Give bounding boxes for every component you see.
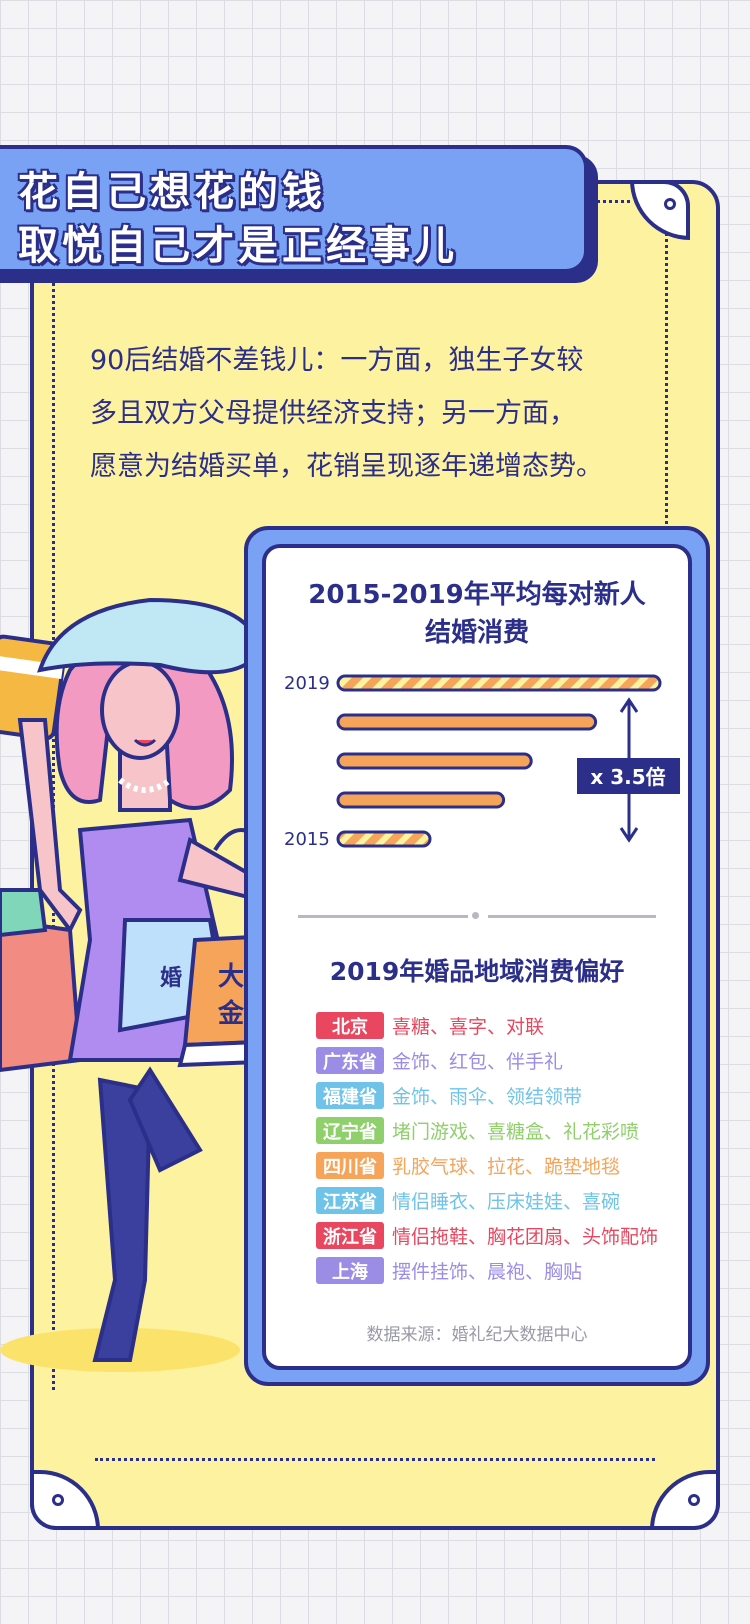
region-prefs: 情侣睡衣、压床娃娃、喜碗	[392, 1191, 621, 1213]
divider-left	[298, 915, 468, 918]
divider-dot	[472, 912, 479, 919]
intro-paragraph: 90后结婚不差钱儿：一方面，独生子女较 多且双方父母提供经济支持；另一方面， 愿…	[90, 334, 650, 493]
chart-title-line1: 2015-2019年平均每对新人	[308, 580, 646, 610]
region-prefs: 喜糖、喜字、对联	[392, 1016, 545, 1038]
corner-bottom-left	[30, 1470, 100, 1530]
corner-dot-icon	[52, 1494, 64, 1506]
region-row: 上海 摆件挂饰、晨袍、胸贴	[316, 1253, 696, 1288]
region-prefs: 情侣拖鞋、胸花团扇、头饰配饰	[392, 1226, 659, 1248]
region-row: 江苏省 情侣睡衣、压床娃娃、喜碗	[316, 1183, 696, 1218]
region-preference-list: 北京 喜糖、喜字、对联 广东省 金饰、红包、伴手礼 福建省 金饰、雨伞、领结领带 辽宁省 堵门…	[316, 1008, 696, 1288]
sun-hat	[37, 597, 263, 675]
category-label-bottom: 2015	[284, 829, 330, 850]
shopping-bag-green	[0, 888, 48, 938]
intro-line: 愿意为结婚买单，花销呈现逐年递增态势。	[90, 451, 603, 482]
bar-row-2	[336, 752, 533, 770]
multiplier-badge	[577, 758, 680, 794]
region-tag: 浙江省	[316, 1222, 384, 1249]
shopper-illustration: 婚 大金 金饰	[0, 597, 375, 1372]
blue-bag-text: 婚	[160, 965, 182, 991]
region-prefs: 堵门游戏、喜糖盒、礼花彩喷	[392, 1121, 640, 1143]
region-row: 福建省 金饰、雨伞、领结领带	[316, 1078, 696, 1113]
region-tag: 四川省	[316, 1152, 384, 1179]
regions-title: 2019年婚品地域消费偏好	[329, 957, 625, 986]
region-prefs: 金饰、红包、伴手礼	[392, 1051, 564, 1073]
shopping-bag-red	[0, 917, 83, 1073]
region-prefs: 金饰、雨伞、领结领带	[392, 1086, 583, 1108]
dotted-border-top	[590, 200, 630, 203]
region-row: 北京 喜糖、喜字、对联	[316, 1008, 696, 1043]
title-banner: 花自己想花的钱 取悦自己才是正经事儿	[0, 145, 588, 273]
region-tag: 江苏省	[316, 1187, 384, 1214]
data-source: 数据来源：婚礼纪大数据中心	[366, 1325, 588, 1345]
corner-dot-icon	[664, 198, 676, 210]
region-tag: 北京	[316, 1012, 384, 1039]
arrow-down-icon	[619, 827, 639, 843]
dotted-border-right	[665, 232, 668, 532]
region-tag: 上海	[316, 1257, 384, 1284]
region-prefs: 摆件挂饰、晨袍、胸贴	[392, 1261, 583, 1283]
multiplier-label: x 3.5倍	[590, 765, 665, 789]
chart-title-line2: 结婚消费	[424, 618, 529, 648]
leg-right	[127, 1066, 203, 1173]
bar-2019	[336, 674, 662, 692]
bar-row-1	[336, 713, 598, 731]
intro-line: 多且双方父母提供经济支持；另一方面，	[90, 398, 576, 429]
spending-bar-chart: 2019 2015 x 3.5倍	[284, 673, 680, 850]
region-row: 浙江省 情侣拖鞋、胸花团扇、头饰配饰	[316, 1218, 696, 1253]
arm-left	[17, 718, 83, 934]
region-prefs: 乳胶气球、拉花、跪垫地毯	[392, 1156, 621, 1178]
region-row: 辽宁省 堵门游戏、喜糖盒、礼花彩喷	[316, 1113, 696, 1148]
region-tag: 福建省	[316, 1082, 384, 1109]
arrow-up-icon	[619, 697, 639, 713]
bar-row-3	[336, 791, 506, 809]
banner-title-line1: 花自己想花的钱	[18, 169, 326, 215]
pearl-necklace	[118, 777, 172, 793]
region-row: 广东省 金饰、红包、伴手礼	[316, 1043, 696, 1078]
corner-dot-icon	[688, 1494, 700, 1506]
region-row: 四川省 乳胶气球、拉花、跪垫地毯	[316, 1148, 696, 1183]
divider-right	[488, 915, 656, 918]
region-tag: 广东省	[316, 1047, 384, 1074]
category-label-top: 2019	[284, 673, 330, 694]
region-tag: 辽宁省	[316, 1117, 384, 1144]
intro-line: 90后结婚不差钱儿：一方面，独生子女较	[90, 345, 584, 376]
dotted-border-bottom	[95, 1458, 655, 1461]
banner-title-line2: 取悦自己才是正经事儿	[18, 223, 458, 269]
smile	[133, 738, 157, 747]
bar-2015	[336, 830, 432, 848]
